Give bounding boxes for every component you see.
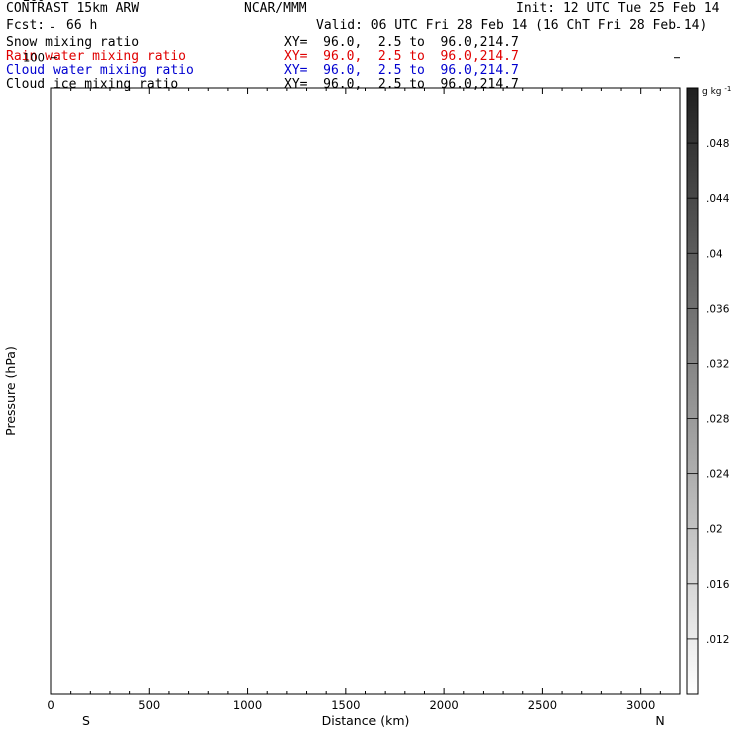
isotherm-label: -50 [211, 0, 229, 6]
isotherm-label: -80.26 [354, 35, 389, 48]
x-tick-label: 3000 [626, 698, 655, 712]
x-axis-label: Distance (km) [322, 713, 410, 728]
field-xy-snow: XY= 96.0, 2.5 to 96.0,214.7 [284, 35, 519, 50]
colorbar-tick-label: .04 [706, 248, 723, 260]
x-tick-label: 500 [138, 698, 160, 712]
ice-contour [303, 0, 340, 30]
x-tick-label: 2500 [528, 698, 557, 712]
isotherm-label-bg [607, 44, 629, 55]
isotherm-label: -80 [482, 37, 500, 50]
south-label: S [82, 713, 90, 728]
isotherm-label-bg [609, 20, 631, 31]
isotherm-label: -80 [427, 42, 445, 55]
snow-blob [231, 5, 259, 49]
colorbar-tick-label: .032 [706, 358, 729, 370]
y-tick-label: 100 [23, 51, 45, 65]
forecast-label: Fcst: [6, 18, 46, 33]
init-time: Init: 12 UTC Tue 25 Feb 14 [516, 1, 720, 16]
field-name-snow: Snow mixing ratio [6, 35, 140, 50]
colorbar-tick-label: .048 [706, 138, 729, 150]
colorbar-gradient [686, 87, 699, 695]
cloud-ice-contours: H.01256H.01842H.01146HH.00474.0083H.0081… [40, 0, 561, 40]
snow-shading [139, 0, 466, 49]
ice-contour [369, 0, 473, 34]
isotherm-label: -82.47 [265, 34, 300, 47]
isotherm-label-bg [210, 0, 232, 4]
field-xy-cloud-water: XY= 96.0, 2.5 to 96.0,214.7 [284, 63, 519, 78]
y-tick-label: 200 [23, 0, 45, 4]
organization-label: NCAR/MMM [244, 1, 307, 16]
isotherm-label-bg [426, 42, 448, 53]
ice-label: H [367, 20, 375, 32]
snow-blob [438, 0, 466, 19]
ice-label: .01256 [174, 7, 211, 19]
colorbar-tick-label: .02 [706, 524, 723, 536]
ice-label: H [316, 0, 324, 11]
ice-label: H [167, 20, 175, 32]
colorbar-tick-label: .036 [706, 303, 730, 315]
ice-label: H [250, 7, 258, 19]
colorbar-unit: g kg -1 [702, 85, 731, 97]
isotherm-line [51, 42, 680, 50]
snow-blob [389, 0, 419, 12]
x-tick-label: 1500 [331, 698, 360, 712]
ice-contour [161, 0, 310, 39]
isotherm-label-bg [190, 44, 212, 55]
isotherm-label-bg [273, 34, 295, 45]
isotherm-label: -50 [457, 0, 475, 8]
temperature-contours: -82.8 -80 -82.86 -82.47 -80 -80.26 -80 -80 -85.1… [51, 0, 680, 57]
field-name-rain: Rain water mixing ratio [6, 49, 187, 64]
snow-blob [258, 0, 286, 20]
isotherm-label: -80 [610, 20, 628, 33]
isotherm-label-bg [139, 37, 161, 48]
model-title: CONTRAST 15km ARW [6, 1, 140, 16]
plot-frame [50, 87, 681, 695]
isotherm-line [51, 0, 680, 11]
x-tick-label: 2000 [429, 698, 458, 712]
valid-time: Valid: 06 UTC Fri 28 Feb 14 (16 ChT Fri … [316, 18, 708, 33]
colorbar-unit-exponent: -1 [724, 85, 731, 93]
isotherm-label-bg [456, 0, 478, 6]
isotherm-line [51, 12, 680, 21]
isotherm-label: -82.8 [62, 44, 90, 57]
isotherm-line [51, 24, 680, 30]
x-tick-label: 0 [47, 698, 54, 712]
north-label: N [655, 713, 664, 728]
isotherm-label: -80 [140, 37, 158, 50]
isotherm-label: -85.12 [599, 44, 634, 57]
colorbar-tick-label: .044 [706, 193, 730, 205]
x-tick-label: 1000 [233, 698, 262, 712]
colorbar: .012 .016 .02 .024 .028 .032 .036 .04 .044 .048 g … [686, 85, 731, 695]
ice-label: .01842 [247, 0, 284, 7]
isotherm-line [51, 50, 680, 56]
isotherm-label-bg [320, 35, 342, 46]
colorbar-tick-label: .028 [706, 414, 729, 426]
colorbar-tick-label: .012 [706, 634, 729, 646]
isotherm-label-bg [361, 35, 383, 46]
colorbar-tick-label: .016 [706, 579, 730, 591]
field-xy-rain: XY= 96.0, 2.5 to 96.0,214.7 [284, 49, 519, 64]
field-name-cloud-water: Cloud water mixing ratio [6, 63, 194, 78]
isotherm-label-bg [67, 44, 89, 55]
colorbar-tick-label: .024 [706, 469, 730, 481]
isotherm-label: -80 [321, 35, 339, 48]
isotherm-line [51, 32, 680, 42]
forecast-hours: 66 h [66, 18, 98, 33]
y-axis-label: Pressure (hPa) [3, 346, 18, 436]
isotherm-label-bg [481, 37, 503, 48]
isotherm-label: -82.86 [183, 44, 218, 57]
